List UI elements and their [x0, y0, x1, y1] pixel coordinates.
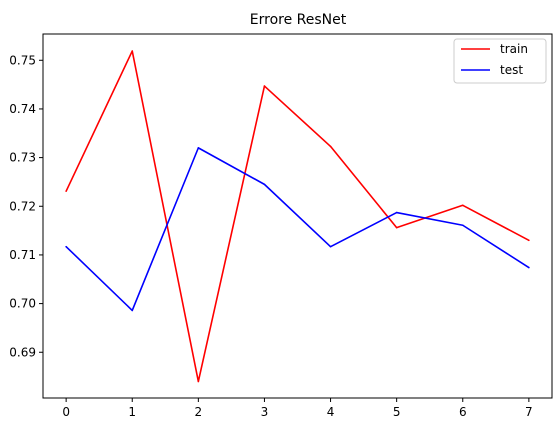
legend-label-test: test	[500, 63, 523, 77]
chart-title: Errore ResNet	[250, 12, 347, 28]
x-tick-label: 0	[62, 405, 70, 419]
data-point-test	[528, 266, 530, 269]
y-tick-label: 0.73	[9, 151, 36, 165]
y-tick-label: 0.71	[9, 248, 36, 262]
series-layer	[65, 50, 530, 383]
data-point-train	[131, 50, 134, 52]
legend-box	[453, 38, 547, 84]
data-point-train	[528, 239, 530, 242]
y-tick-label: 0.75	[9, 53, 36, 67]
data-point-test	[329, 245, 332, 248]
x-tick-label: 2	[195, 405, 203, 419]
x-tick-label: 1	[128, 405, 136, 419]
x-tick-label: 4	[327, 405, 335, 419]
y-tick-label: 0.70	[9, 297, 36, 311]
data-point-train	[395, 226, 398, 229]
plot-frame	[42, 33, 553, 399]
x-tick-label: 5	[393, 405, 401, 419]
data-point-train	[263, 85, 266, 87]
y-axis: 0.69 0.70 0.71 0.72 0.73 0.74 0.75	[9, 53, 43, 359]
data-point-test	[197, 147, 200, 149]
data-point-test	[263, 183, 266, 186]
legend: train test	[453, 38, 547, 84]
data-point-train	[461, 204, 464, 207]
data-point-train	[65, 190, 67, 192]
data-point-test	[131, 309, 134, 312]
series-line-test	[65, 147, 530, 312]
y-tick-label: 0.69	[9, 345, 36, 359]
x-tick-label: 7	[525, 405, 533, 419]
x-tick-label: 6	[459, 405, 467, 419]
x-tick-label: 3	[261, 405, 269, 419]
data-point-train	[197, 380, 200, 383]
data-point-test	[65, 245, 67, 248]
data-point-test	[461, 224, 464, 227]
y-tick-label: 0.72	[9, 199, 36, 213]
legend-label-train: train	[500, 42, 528, 56]
x-axis: 0 1 2 3 4 5 6 7	[62, 398, 533, 419]
data-point-test	[395, 211, 398, 214]
y-tick-label: 0.74	[9, 102, 36, 116]
data-point-train	[329, 145, 332, 148]
series-line-train	[65, 50, 530, 383]
